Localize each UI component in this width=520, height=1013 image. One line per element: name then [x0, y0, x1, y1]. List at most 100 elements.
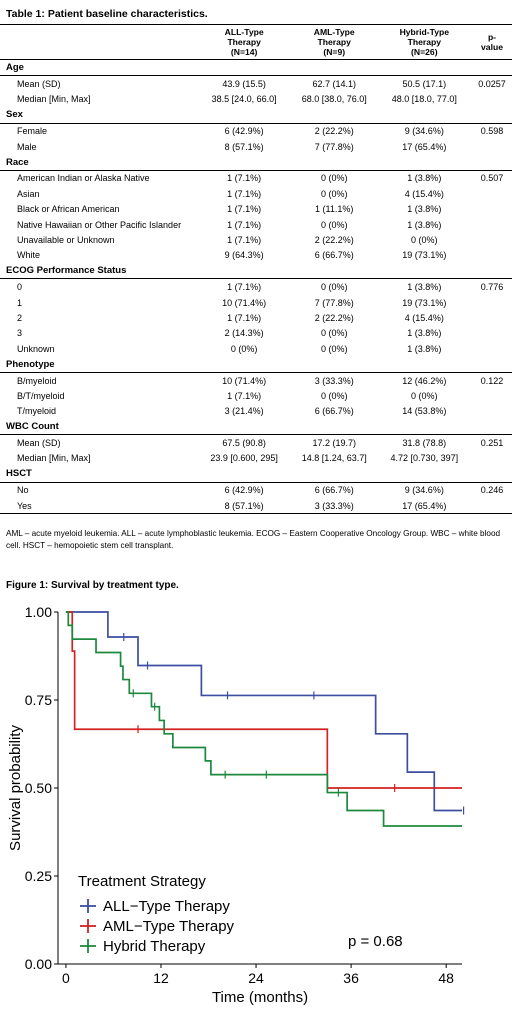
row-label: Native Hawaiian or Other Pacific Islande… [17, 219, 182, 230]
p-value-cell [472, 217, 512, 232]
table-row: Male 8 (57.1%) 7 (77.8%) 17 (65.4%) [0, 139, 512, 154]
table-cell: 50.5 (17.1) [402, 79, 447, 90]
table-cell: 3 (33.3%) [291, 497, 377, 515]
x-axis-label: Time (months) [212, 989, 308, 1006]
column-header: AML-Type Therapy (N=9) [291, 24, 377, 60]
table-row: B/T/myeloid 1 (7.1%) 0 (0%) 0 (0%) [0, 388, 512, 403]
row-label: Black or African American [17, 204, 120, 215]
x-tick-label: 12 [153, 970, 169, 986]
table-cell: 2 (22.2%) [314, 234, 354, 245]
section-heading: Phenotype [0, 356, 512, 373]
table-row: White 9 (64.3%) 6 (66.7%) 19 (73.1%) [0, 248, 512, 263]
table-row: 2 1 (7.1%) 2 (22.2%) 4 (15.4%) [0, 310, 512, 325]
table-body: Age Mean (SD) 43.9 (15.5) 62.7 (14.1) 50.5 (… [0, 59, 512, 515]
table-cell: 6 (66.7%) [314, 250, 354, 261]
row-label: 1 [17, 297, 23, 308]
p-value-cell [472, 310, 512, 325]
x-tick-label: 48 [438, 970, 454, 986]
row-label: Median [Min, Max] [17, 453, 91, 464]
table-cell: 1 (3.8%) [407, 328, 442, 339]
table-cell: 6 (42.9%) [224, 126, 264, 137]
row-label: Median [Min, Max] [17, 94, 91, 105]
table-row: 3 2 (14.3%) 0 (0%) 1 (3.8%) [0, 326, 512, 341]
table-cell: 0 (0%) [320, 173, 348, 184]
table-cell: 4.72 [0.730, 397] [390, 453, 459, 464]
table-cell: 19 (73.1%) [402, 297, 447, 308]
chart-legend: Treatment Strategy ALL−Type Therapy AML−Ty… [78, 873, 235, 955]
table-cell: 0 (0%) [320, 343, 348, 354]
table-cell: 2 (14.3%) [224, 328, 264, 339]
legend-label: ALL−Type Therapy [103, 898, 230, 915]
table-cell: 1 (3.8%) [407, 343, 442, 354]
row-label: 0 [17, 282, 23, 293]
p-value-cell: 0.246 [480, 485, 504, 496]
row-label: Asian [17, 188, 40, 199]
table-cell: 3 (21.4%) [224, 406, 264, 417]
table-cell: 62.7 (14.1) [312, 79, 356, 90]
p-value-cell [472, 341, 512, 356]
section-heading: Sex [0, 107, 512, 124]
table-cell: 38.5 [24.0, 66.0] [211, 94, 277, 105]
section-heading: ECOG Performance Status [0, 263, 512, 280]
section-row: Age [0, 59, 512, 77]
y-tick-label: 0.75 [25, 692, 52, 708]
survival-curve [65, 611, 462, 789]
table-cell: 1 (7.1%) [227, 282, 262, 293]
table-cell: 2 (22.2%) [314, 312, 354, 323]
table-cell: 1 (7.1%) [227, 219, 262, 230]
table-cell: 68.0 [38.0, 76.0] [301, 94, 367, 105]
table-cell: 9 (34.6%) [404, 126, 444, 137]
section-heading: WBC Count [0, 418, 512, 436]
x-tick-label: 36 [343, 970, 359, 986]
table-cell: 1 (11.1%) [315, 204, 354, 215]
row-label: American Indian or Alaska Native [17, 173, 150, 184]
table-cell: 10 (71.4%) [222, 297, 267, 308]
table-row: Native Hawaiian or Other Pacific Islande… [0, 217, 512, 232]
table-cell: 1 (7.1%) [227, 173, 262, 184]
table-cell: 17 (65.4%) [376, 497, 473, 515]
row-label: B/myeloid [17, 375, 57, 386]
y-tick-label: 0.50 [25, 780, 52, 796]
section-row: Phenotype [0, 356, 512, 373]
p-value-cell [472, 451, 512, 466]
table-cell: 6 (66.7%) [314, 406, 354, 417]
table-cell: 1 (3.8%) [407, 282, 442, 293]
row-label: Yes [0, 497, 197, 515]
row-label: Male [17, 141, 37, 152]
row-label: No [17, 485, 29, 496]
table-cell: 7 (77.8%) [314, 297, 354, 308]
p-value-cell: 0.598 [480, 126, 504, 137]
p-value-cell [472, 202, 512, 217]
figure-title: Figure 1: Survival by treatment type. [6, 580, 179, 591]
chart-axes: 0.00 0.25 0.50 0.75 1.00 0 12 24 36 48 Time (month… [7, 604, 462, 1006]
table-cell: 1 (7.1%) [227, 204, 262, 215]
p-value-cell: 0.251 [480, 438, 504, 449]
table-cell: 2 (22.2%) [314, 126, 354, 137]
table-row: Mean (SD) 67.5 (90.8) 17.2 (19.7) 31.8 (78.… [0, 435, 512, 451]
table-cell: 17 (65.4%) [402, 141, 447, 152]
table-cell: 4 (15.4%) [404, 188, 444, 199]
column-header [0, 24, 197, 60]
x-tick-label: 24 [248, 970, 264, 986]
table-cell: 23.9 [0.600, 295] [210, 453, 278, 464]
table-cell: 8 (57.1%) [196, 497, 292, 515]
table-row: Median [Min, Max] 38.5 [24.0, 66.0] 68.0 [… [0, 92, 512, 107]
table-cell: 1 (7.1%) [227, 234, 262, 245]
p-value-cell [472, 326, 512, 341]
y-tick-label: 0.25 [25, 868, 52, 884]
table-cell: 1 (7.1%) [227, 312, 262, 323]
table-cell: 0 (0%) [320, 390, 348, 401]
table-row: Unknown 0 (0%) 0 (0%) 1 (3.8%) [0, 341, 512, 356]
table-cell: 0 (0%) [320, 219, 348, 230]
legend-label: AML−Type Therapy [103, 918, 235, 935]
section-heading: HSCT [0, 466, 512, 483]
row-label: Unknown [17, 343, 55, 354]
table-cell: 31.8 (78.8) [402, 438, 447, 449]
table-header: ALL-Type Therapy (N=14) AML-Type Therapy (N=9… [0, 24, 512, 60]
table-footnote: AML – acute myeloid leukemia. ALL – acut… [6, 529, 501, 550]
p-value-cell [472, 388, 512, 403]
table-row: B/myeloid 10 (71.4%) 3 (33.3%) 12 (46.2%) 0.… [0, 372, 512, 388]
table-cell: 12 (46.2%) [402, 375, 447, 386]
table-cell: 0 (0%) [320, 188, 348, 199]
survival-curve [65, 611, 462, 827]
